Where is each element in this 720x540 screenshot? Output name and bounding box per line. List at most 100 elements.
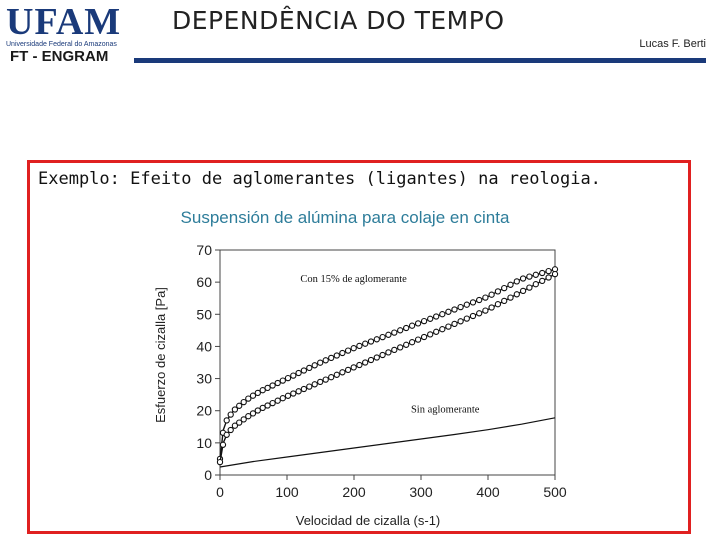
data-point xyxy=(249,410,257,417)
x-tick-label: 400 xyxy=(476,484,500,500)
data-point xyxy=(227,411,234,418)
data-point xyxy=(501,284,508,292)
y-tick-label: 50 xyxy=(196,306,212,322)
data-point xyxy=(476,310,483,317)
logo-wordmark: UFAM xyxy=(6,1,122,43)
data-point xyxy=(322,357,329,364)
y-tick-label: 0 xyxy=(204,467,212,483)
data-point xyxy=(532,271,539,278)
content-frame: Exemplo: Efeito de aglomerantes (ligante… xyxy=(27,160,691,534)
data-point xyxy=(306,364,313,372)
data-point xyxy=(403,341,410,348)
data-point xyxy=(231,406,239,413)
data-point xyxy=(494,301,502,308)
x-tick-label: 100 xyxy=(275,484,299,500)
data-point xyxy=(300,385,308,393)
data-point xyxy=(350,364,357,371)
data-point xyxy=(445,323,452,330)
data-point xyxy=(439,311,446,318)
data-point xyxy=(254,407,261,414)
data-point xyxy=(254,389,261,397)
data-point xyxy=(420,317,428,325)
series-group xyxy=(216,266,559,468)
data-point xyxy=(333,352,340,359)
department-label: FT - ENGRAM xyxy=(10,48,109,65)
data-point xyxy=(269,399,276,407)
data-point xyxy=(344,366,352,374)
data-point xyxy=(433,313,440,320)
data-point xyxy=(322,376,329,383)
data-point xyxy=(240,398,247,406)
data-point xyxy=(362,340,369,347)
data-point xyxy=(264,384,271,392)
data-point xyxy=(482,307,489,314)
data-point xyxy=(385,349,392,356)
series-line xyxy=(219,417,556,468)
series-0 xyxy=(216,266,559,463)
data-point xyxy=(501,297,508,305)
axes: 0 10 20 30 40 50 60 70 0 100 200 300 400 500 xyxy=(196,242,566,500)
data-point xyxy=(545,274,552,281)
data-point xyxy=(373,336,380,343)
y-tick-label: 60 xyxy=(196,274,212,290)
data-point xyxy=(284,374,292,382)
data-point xyxy=(463,315,470,322)
y-axis-label: Esfuerzo de cizalla [Pa] xyxy=(153,287,168,423)
y-tick-label: 70 xyxy=(196,242,212,258)
series-line xyxy=(219,268,556,459)
data-point xyxy=(488,291,495,298)
plot-frame xyxy=(219,249,556,476)
data-point xyxy=(451,306,458,313)
data-point xyxy=(300,367,308,374)
y-tick-label: 10 xyxy=(196,435,212,451)
data-point xyxy=(414,320,422,327)
data-point xyxy=(532,281,539,288)
data-point xyxy=(339,369,346,376)
series-2 xyxy=(219,417,556,468)
data-point xyxy=(403,324,410,332)
data-point xyxy=(264,402,271,409)
data-point xyxy=(274,379,281,387)
data-point xyxy=(469,299,477,306)
chart: Suspensión de alúmina para colaje en cin… xyxy=(153,208,567,528)
data-point xyxy=(539,277,546,285)
data-point xyxy=(279,395,286,402)
data-point xyxy=(223,417,230,424)
data-point xyxy=(344,347,352,354)
data-point xyxy=(290,390,297,397)
logo-subtitle: Universidade Federal do Amazonas xyxy=(6,41,117,48)
data-point xyxy=(451,320,458,328)
data-point xyxy=(379,351,386,359)
data-point xyxy=(526,273,533,280)
data-point xyxy=(259,387,266,394)
data-point xyxy=(317,359,324,366)
data-point xyxy=(397,344,404,351)
x-tick-label: 200 xyxy=(342,484,366,500)
data-point xyxy=(433,328,440,335)
x-tick-label: 300 xyxy=(409,484,433,500)
data-point xyxy=(339,349,346,357)
data-point xyxy=(350,345,357,352)
data-point xyxy=(482,294,489,301)
data-point xyxy=(227,426,234,434)
data-point xyxy=(408,339,416,346)
data-point xyxy=(269,382,276,389)
data-point xyxy=(367,338,375,345)
y-tick-label: 40 xyxy=(196,338,212,354)
x-tick-label: 0 xyxy=(216,484,224,500)
data-point xyxy=(311,381,318,388)
example-caption: Exemplo: Efeito de aglomerantes (ligante… xyxy=(38,169,601,189)
data-point xyxy=(539,269,546,277)
data-point xyxy=(356,342,363,350)
data-point xyxy=(216,458,224,466)
data-point xyxy=(259,404,266,412)
data-point xyxy=(328,354,335,362)
ufam-logo: UFAM Universidade Federal do Amazonas xyxy=(6,1,130,48)
data-point xyxy=(420,333,428,341)
x-tick-label: 500 xyxy=(543,484,567,500)
data-point xyxy=(457,303,464,311)
data-point xyxy=(240,416,247,423)
data-point xyxy=(317,378,324,386)
data-point xyxy=(408,322,416,329)
data-point xyxy=(463,301,470,308)
